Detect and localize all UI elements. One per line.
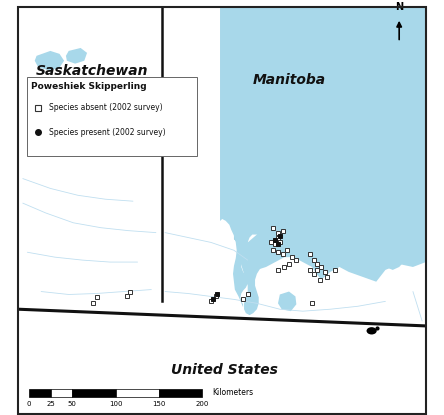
Polygon shape	[234, 7, 426, 243]
Polygon shape	[347, 12, 378, 34]
Text: Species absent (2002 survey): Species absent (2002 survey)	[49, 103, 163, 112]
Text: 100: 100	[109, 401, 122, 407]
Text: Manitoba: Manitoba	[253, 73, 325, 88]
Text: 150: 150	[152, 401, 165, 407]
Polygon shape	[278, 291, 296, 311]
Polygon shape	[35, 51, 64, 71]
Text: 25: 25	[47, 401, 55, 407]
Polygon shape	[364, 41, 399, 68]
Polygon shape	[238, 231, 274, 315]
Text: United States: United States	[171, 363, 278, 377]
Bar	[115, 389, 159, 397]
Text: 50: 50	[68, 401, 77, 407]
Text: 0: 0	[27, 401, 32, 407]
Text: Poweshiek Skipperling: Poweshiek Skipperling	[32, 82, 147, 91]
Bar	[159, 389, 202, 397]
Text: Saskatchewan: Saskatchewan	[36, 63, 148, 78]
Text: 200: 200	[195, 401, 209, 407]
Polygon shape	[381, 100, 422, 270]
Polygon shape	[66, 48, 87, 63]
Bar	[51, 389, 72, 397]
Bar	[72, 389, 115, 397]
Polygon shape	[220, 7, 426, 307]
Text: N: N	[395, 2, 403, 12]
Bar	[29, 389, 51, 397]
Text: Species present (2002 survey): Species present (2002 survey)	[49, 128, 166, 137]
Bar	[28, 78, 197, 156]
Polygon shape	[220, 7, 238, 221]
Ellipse shape	[367, 327, 377, 334]
Text: Kilometers: Kilometers	[212, 388, 253, 397]
